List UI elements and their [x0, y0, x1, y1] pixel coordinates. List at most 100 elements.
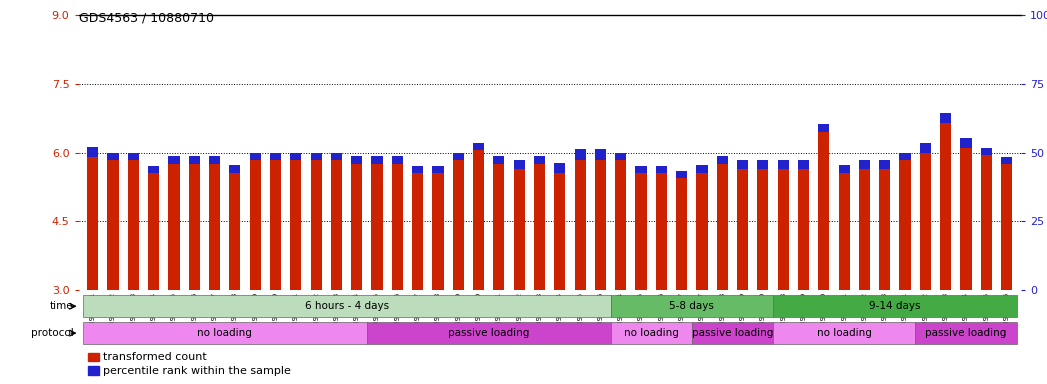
Bar — [839, 165, 850, 173]
Bar — [773, 322, 915, 344]
Bar — [209, 156, 220, 164]
Text: passive loading: passive loading — [448, 328, 530, 338]
Text: no loading: no loading — [197, 328, 252, 338]
Bar — [1001, 157, 1012, 164]
Bar — [473, 151, 484, 290]
Bar — [148, 173, 159, 290]
Bar — [717, 156, 728, 164]
Bar — [290, 153, 302, 159]
Text: GDS4563 / 10880710: GDS4563 / 10880710 — [79, 12, 214, 25]
Bar — [311, 159, 321, 290]
Bar — [331, 153, 342, 159]
Text: transformed count: transformed count — [103, 352, 206, 362]
Bar — [473, 144, 484, 151]
Bar — [610, 322, 692, 344]
Bar — [188, 164, 200, 290]
Bar — [331, 159, 342, 290]
Bar — [920, 152, 931, 290]
Bar — [372, 164, 382, 290]
Bar — [88, 353, 99, 361]
Bar — [696, 173, 708, 290]
Bar — [696, 165, 708, 173]
Bar — [575, 149, 585, 159]
Bar — [616, 153, 626, 159]
Bar — [839, 173, 850, 290]
Bar — [859, 169, 870, 290]
Text: passive loading: passive loading — [692, 328, 773, 338]
Bar — [128, 153, 139, 159]
Bar — [676, 178, 687, 290]
Bar — [413, 166, 423, 173]
Bar — [290, 159, 302, 290]
Bar — [493, 156, 505, 164]
Bar — [636, 173, 647, 290]
Bar — [879, 169, 890, 290]
Bar — [819, 124, 829, 132]
Bar — [169, 156, 179, 164]
Bar — [940, 113, 952, 123]
Text: 6 hours - 4 days: 6 hours - 4 days — [305, 301, 388, 311]
Bar — [432, 166, 444, 173]
Bar — [737, 169, 749, 290]
Bar — [554, 163, 565, 173]
Bar — [270, 159, 281, 290]
Bar — [879, 161, 890, 169]
Bar — [692, 322, 773, 344]
Bar — [311, 153, 321, 159]
Bar — [981, 148, 992, 155]
Bar — [452, 159, 464, 290]
Bar — [940, 123, 952, 290]
Bar — [960, 148, 972, 290]
Text: no loading: no loading — [624, 328, 678, 338]
Bar — [960, 138, 972, 148]
Bar — [87, 147, 98, 157]
Bar — [859, 161, 870, 169]
Bar — [249, 159, 261, 290]
Bar — [595, 149, 606, 159]
Bar — [83, 322, 366, 344]
Text: 9-14 days: 9-14 days — [869, 301, 920, 311]
Bar — [920, 142, 931, 152]
Bar — [595, 159, 606, 290]
Bar — [655, 173, 667, 290]
Bar — [169, 164, 179, 290]
Bar — [778, 169, 788, 290]
Bar — [209, 164, 220, 290]
Bar — [514, 161, 525, 169]
Bar — [676, 171, 687, 178]
Bar — [229, 173, 241, 290]
Text: percentile rank within the sample: percentile rank within the sample — [103, 366, 291, 376]
Bar — [351, 164, 362, 290]
Bar — [778, 161, 788, 169]
Bar — [392, 164, 403, 290]
Bar — [819, 132, 829, 290]
Bar — [757, 169, 768, 290]
Bar — [432, 173, 444, 290]
Bar — [87, 157, 98, 290]
Bar — [83, 295, 610, 318]
Bar — [452, 153, 464, 159]
Bar — [981, 155, 992, 290]
Bar — [798, 161, 809, 169]
Bar — [773, 295, 1017, 318]
Bar — [899, 159, 911, 290]
Bar — [899, 153, 911, 159]
Bar — [534, 164, 545, 290]
Bar — [351, 156, 362, 164]
Bar — [610, 295, 773, 318]
Bar — [392, 156, 403, 164]
Bar — [366, 322, 610, 344]
Bar — [616, 159, 626, 290]
Bar — [270, 153, 281, 159]
Bar — [229, 165, 241, 173]
Bar — [757, 161, 768, 169]
Bar — [737, 161, 749, 169]
Bar — [413, 173, 423, 290]
Bar — [188, 156, 200, 164]
Bar — [108, 153, 118, 159]
Text: time: time — [49, 301, 73, 311]
Text: no loading: no loading — [817, 328, 871, 338]
Bar — [575, 159, 585, 290]
Text: protocol: protocol — [30, 328, 73, 338]
Bar — [534, 156, 545, 164]
